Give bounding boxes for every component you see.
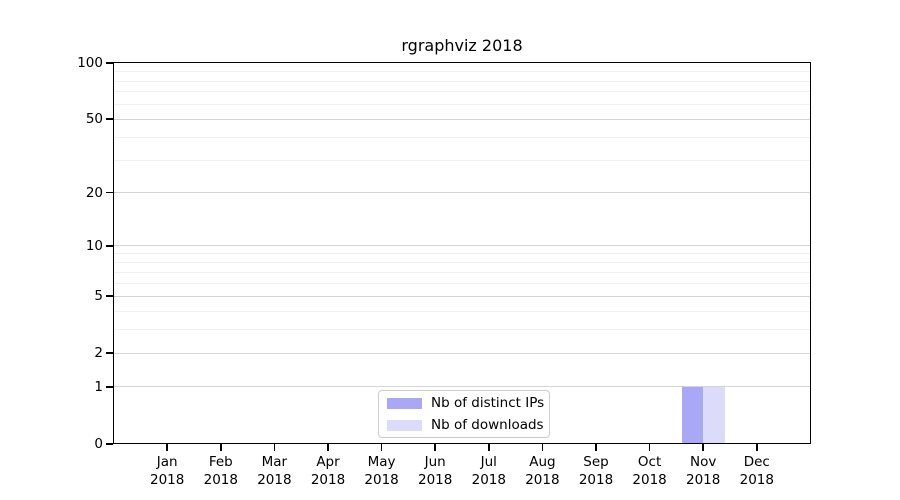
x-tick-mark bbox=[595, 444, 597, 451]
x-tick-mark bbox=[220, 444, 222, 451]
legend-label-distinct-ips: Nb of distinct IPs bbox=[431, 395, 545, 411]
x-tick-mark bbox=[541, 444, 544, 451]
gridline-minor bbox=[113, 253, 811, 255]
y-tick-mark bbox=[106, 443, 113, 445]
gridline-major bbox=[113, 62, 811, 64]
gridline-major bbox=[113, 295, 811, 297]
y-tick-label: 100 bbox=[77, 54, 103, 71]
legend: Nb of distinct IPs Nb of downloads bbox=[378, 390, 550, 438]
x-tick-label: Feb 2018 bbox=[203, 454, 238, 488]
x-tick-mark bbox=[756, 444, 758, 451]
x-tick-mark bbox=[327, 444, 329, 451]
y-tick-label: 50 bbox=[85, 111, 103, 128]
y-tick-label: 10 bbox=[85, 237, 103, 254]
y-tick-mark bbox=[106, 62, 113, 64]
x-tick-mark bbox=[488, 444, 490, 451]
legend-item-downloads: Nb of downloads bbox=[387, 417, 549, 433]
gridline-major bbox=[113, 386, 811, 388]
x-tick-label: Oct 2018 bbox=[632, 454, 667, 488]
gridline-minor bbox=[113, 70, 811, 72]
y-tick-label: 5 bbox=[94, 288, 103, 304]
y-tick-mark bbox=[106, 295, 113, 297]
x-tick-mark bbox=[648, 444, 651, 451]
y-tick-label: 2 bbox=[94, 345, 103, 362]
x-tick-mark bbox=[434, 444, 436, 451]
x-tick-mark bbox=[273, 444, 276, 451]
bar-distinct-ips bbox=[681, 386, 704, 444]
x-tick-mark bbox=[702, 444, 704, 451]
x-tick-label: Jul 2018 bbox=[471, 454, 506, 488]
legend-swatch-downloads bbox=[387, 419, 422, 431]
y-tick-mark bbox=[106, 352, 113, 355]
legend-item-distinct-ips: Nb of distinct IPs bbox=[387, 395, 549, 411]
gridline-minor bbox=[113, 262, 811, 264]
x-tick-mark bbox=[380, 444, 383, 451]
gridline-minor bbox=[113, 282, 811, 284]
gridline-minor bbox=[113, 310, 811, 312]
chart-title: rgraphviz 2018 bbox=[401, 36, 523, 55]
x-tick-mark bbox=[166, 444, 168, 451]
gridline-major bbox=[113, 118, 811, 120]
gridline-minor bbox=[113, 103, 811, 105]
y-tick-label: 0 bbox=[94, 436, 103, 452]
gridline-minor bbox=[113, 80, 811, 82]
gridline-major bbox=[113, 352, 811, 354]
gridline-minor bbox=[113, 91, 811, 93]
x-tick-label: Mar 2018 bbox=[257, 454, 292, 488]
x-tick-label: Jun 2018 bbox=[418, 454, 453, 488]
y-tick-label: 20 bbox=[85, 184, 103, 201]
bar-downloads bbox=[703, 386, 725, 444]
gridline-minor bbox=[113, 328, 811, 330]
x-tick-label: Sep 2018 bbox=[578, 454, 614, 488]
gridline-minor bbox=[113, 159, 811, 161]
plot-area bbox=[113, 62, 811, 444]
x-tick-label: May 2018 bbox=[364, 454, 399, 488]
y-tick-mark bbox=[106, 191, 113, 194]
y-tick-mark bbox=[106, 118, 113, 121]
gridline-major bbox=[113, 245, 811, 247]
gridline-minor bbox=[113, 271, 811, 273]
x-tick-label: Aug 2018 bbox=[525, 454, 560, 488]
x-tick-label: Apr 2018 bbox=[310, 454, 346, 488]
y-tick-mark bbox=[106, 385, 113, 388]
y-tick-label: 1 bbox=[94, 378, 103, 395]
y-tick-mark bbox=[106, 245, 113, 247]
gridline-minor bbox=[113, 136, 811, 138]
x-tick-label: Dec 2018 bbox=[739, 454, 774, 488]
legend-swatch-distinct-ips bbox=[387, 397, 422, 409]
legend-label-downloads: Nb of downloads bbox=[431, 417, 544, 433]
gridline-major bbox=[113, 192, 811, 194]
x-tick-label: Nov 2018 bbox=[686, 454, 721, 488]
x-tick-label: Jan 2018 bbox=[150, 454, 185, 488]
